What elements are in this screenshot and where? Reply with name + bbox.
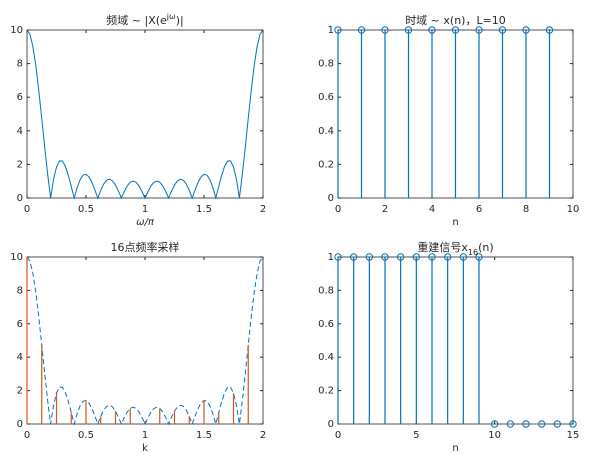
stem-marker [349,253,358,261]
y-tick-label: 10 [10,252,23,263]
x-tick-label: 5 [413,430,419,441]
stem-marker [545,26,554,34]
x-tick-label: 8 [523,204,529,215]
x-tick-label: 0 [24,204,30,215]
title-part: (n) [478,241,494,254]
y-tick-label: 0.4 [318,352,334,363]
x-tick-label: 0.5 [78,430,94,441]
x-tick-label: 0 [335,204,341,215]
title-part: 16 [468,248,478,257]
x-tick-label: 0 [24,430,30,441]
y-tick-label: 0.6 [318,319,334,330]
y-tick-label: 0 [17,419,23,430]
x-tick-label: 1.5 [196,430,212,441]
axes-box [26,29,264,199]
axes-box [337,256,574,425]
x-tick-label: 2 [382,204,388,215]
stem-marker [412,253,421,261]
stem-marker [537,420,546,428]
stem-marker [475,26,483,34]
y-tick-label: 6 [17,92,23,103]
stem-marker [490,420,499,428]
title-part: 重建信号x [417,240,468,254]
y-tick-label: 0 [328,193,334,204]
y-tick-label: 1 [328,25,334,36]
x-tick-label: 6 [476,204,482,215]
x-axis-label: ω/π [136,217,155,228]
stem-marker [428,253,436,261]
y-tick-label: 4 [17,126,23,137]
y-tick-label: 2 [17,159,23,170]
x-axis-label: n [452,217,458,228]
stem-marker [334,253,342,261]
stem-marker [404,26,413,34]
stem-marker [522,26,530,34]
x-tick-label: 10 [567,204,580,215]
stem-marker [357,26,366,34]
stem-marker [553,420,562,428]
stem-marker [459,253,468,261]
stem-marker [396,253,405,261]
x-axis-label: n [452,443,458,454]
x-tick-label: 10 [488,430,501,441]
stem-marker [498,26,507,34]
y-tick-label: 0 [328,419,334,430]
title-part: )| [176,14,184,27]
stem-marker [334,26,342,34]
stem-marker [506,420,515,428]
y-tick-label: 0 [17,193,23,204]
stem-marker [475,253,483,261]
y-tick-label: 0.8 [318,285,334,296]
chart-title: 时域 ~ x(n)，L=10 [405,14,506,27]
chart-title: 重建信号x16(n) [417,240,493,257]
stem-marker [381,26,389,34]
x-tick-label: 2 [260,430,266,441]
y-tick-label: 0.6 [318,92,334,103]
axes-box [26,256,264,425]
y-tick-label: 0.2 [318,386,334,397]
x-axis-label: k [142,443,148,454]
stem-marker [365,253,374,261]
y-tick-label: 1 [328,252,334,263]
title-part: 时域 ~ x(n)，L=10 [405,14,506,27]
y-tick-label: 8 [17,285,23,296]
stem-marker [381,253,389,261]
y-tick-label: 8 [17,59,23,70]
y-tick-label: 2 [17,386,23,397]
stem-marker [428,26,436,34]
stem-marker [569,420,577,428]
x-tick-label: 1.5 [196,204,212,215]
x-tick-label: 4 [429,204,435,215]
y-tick-label: 0.2 [318,159,334,170]
curve [26,256,264,426]
x-tick-label: 2 [260,204,266,215]
x-tick-label: 1 [142,204,148,215]
stem-marker [451,26,460,34]
x-tick-label: 0.5 [78,204,94,215]
y-tick-label: 6 [17,319,23,330]
x-tick-label: 1 [142,430,148,441]
y-tick-label: 0.4 [318,126,334,137]
stem-marker [522,420,530,428]
title-part: 频域 ~ |X(e [106,13,167,27]
title-part: jω [166,12,176,21]
title-part: 16点频率采样 [111,240,180,254]
chart-title: 频域 ~ |X(ejω)| [106,12,183,27]
curve [26,29,264,200]
chart-title: 16点频率采样 [111,240,180,254]
y-tick-label: 0.8 [318,59,334,70]
y-tick-label: 10 [10,25,23,36]
stem-marker [443,253,452,261]
y-tick-label: 4 [17,352,23,363]
x-tick-label: 15 [567,430,580,441]
x-tick-label: 0 [335,430,341,441]
